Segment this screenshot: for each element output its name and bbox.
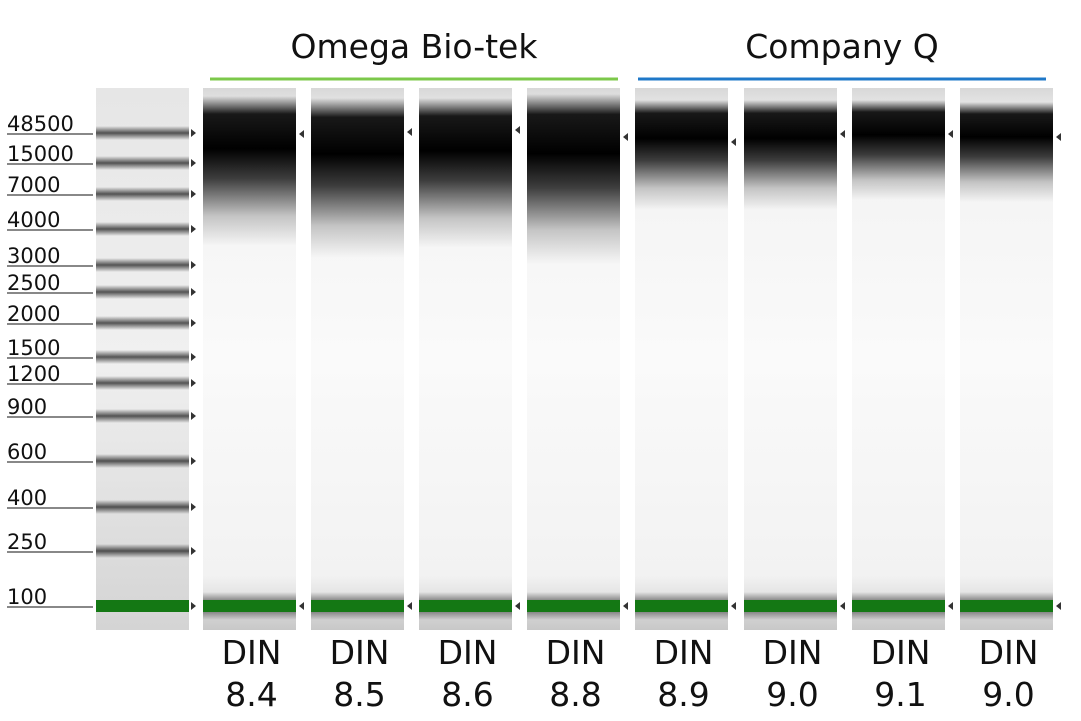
ladder-band [96,187,189,201]
ladder-label: 100 [7,585,47,609]
band-arrow [1056,602,1061,610]
din-label: DIN [654,633,714,672]
din-value: 8.4 [225,675,277,714]
ladder-band [96,316,189,330]
din-label: DIN [871,633,931,672]
band-arrow [948,602,953,610]
din-value: 9.0 [982,675,1034,714]
band-arrow [515,602,520,610]
ladder-band [96,409,189,423]
din-label: DIN [546,633,606,672]
band-arrow [948,130,953,138]
ladder-label: 4000 [7,208,60,232]
ladder-band [96,285,189,299]
dna-smear [960,102,1053,202]
marker-band [311,600,404,612]
ladder-label: 250 [7,530,47,554]
dna-smear [635,100,728,210]
band-arrow [191,225,196,233]
marker-band [419,600,512,612]
din-label: DIN [330,633,390,672]
band-arrow [191,412,196,420]
band-arrow [840,130,845,138]
ladder-band [96,126,189,140]
band-arrow [623,133,628,141]
band-arrow [299,602,304,610]
marker-band [96,600,189,612]
ladder-band [96,454,189,468]
dna-smear [311,98,404,258]
ladder-label: 2000 [7,302,60,326]
ladder-label: 600 [7,440,47,464]
ladder-band [96,350,189,364]
din-value: 8.8 [549,675,601,714]
ladder-band [96,500,189,514]
dna-smear [419,98,512,248]
ladder-label: 2500 [7,271,60,295]
din-value: 9.0 [766,675,818,714]
band-arrow [1056,133,1061,141]
marker-band [852,600,945,612]
group-title: Company Q [745,27,938,66]
band-arrow [191,547,196,555]
ladder-band [96,222,189,236]
ladder-label: 3000 [7,244,60,268]
dna-smear [527,94,620,264]
band-arrow [731,138,736,146]
band-arrow [191,503,196,511]
band-arrow [191,261,196,269]
band-arrow [191,457,196,465]
band-arrow [191,353,196,361]
band-arrow [407,602,412,610]
group-title: Omega Bio-tek [291,27,539,66]
band-arrow [731,602,736,610]
band-arrow [191,129,196,137]
ladder-label: 400 [7,486,47,510]
din-value: 8.6 [441,675,493,714]
ladder-label: 1500 [7,336,60,360]
band-arrow [407,128,412,136]
ladder-band [96,544,189,558]
din-value: 8.9 [657,675,709,714]
ladder-band [96,376,189,390]
marker-band [635,600,728,612]
band-arrow [191,190,196,198]
marker-band [203,600,296,612]
band-arrow [623,602,628,610]
band-arrow [191,379,196,387]
ladder-band [96,258,189,272]
din-value: 9.1 [874,675,926,714]
band-arrow [191,159,196,167]
band-arrow [515,126,520,134]
din-label: DIN [979,633,1039,672]
ladder-label: 900 [7,395,47,419]
band-arrow [191,319,196,327]
band-arrow [840,602,845,610]
ladder-band [96,156,189,170]
din-label: DIN [438,633,498,672]
band-arrow [299,130,304,138]
din-label: DIN [763,633,823,672]
din-value: 8.5 [333,675,385,714]
ladder-label: 48500 [7,112,74,136]
ladder-label: 7000 [7,173,60,197]
din-label: DIN [222,633,282,672]
dna-smear [203,96,296,246]
ladder-label: 1200 [7,362,60,386]
band-arrow [191,602,196,610]
marker-band [527,600,620,612]
marker-band [960,600,1053,612]
dna-smear [852,100,945,200]
ladder-label: 15000 [7,142,74,166]
dna-smear [744,100,837,210]
band-arrow [191,288,196,296]
marker-band [744,600,837,612]
